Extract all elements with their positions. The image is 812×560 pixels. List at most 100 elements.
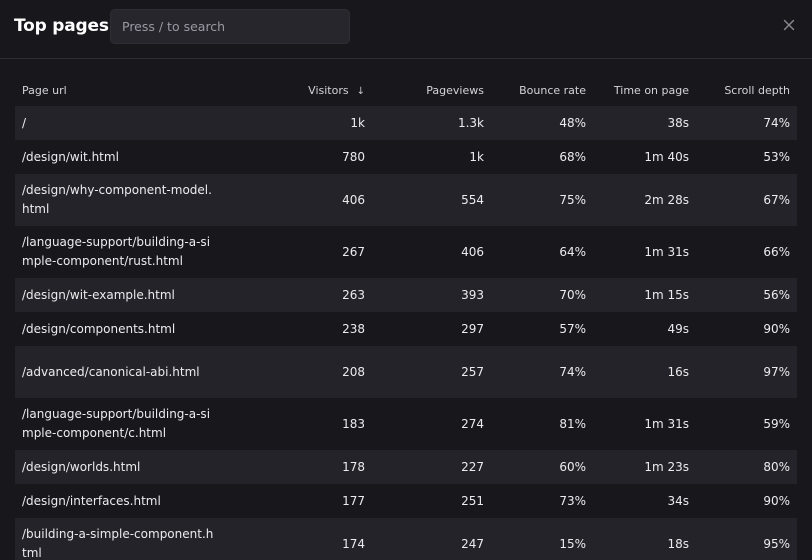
cell-time-on-page: 49s bbox=[593, 312, 696, 346]
page-url-link[interactable]: /design/wit-example.html bbox=[22, 287, 175, 302]
table-row[interactable]: /language-support/building-a-simple-comp… bbox=[15, 398, 797, 450]
column-header-visitors[interactable]: Visitors ↓ bbox=[308, 83, 365, 97]
cell-time-on-page: 1m 15s bbox=[593, 278, 696, 312]
cell-page-url[interactable]: /design/wit.html bbox=[15, 140, 250, 174]
cell-visitors: 406 bbox=[250, 174, 372, 226]
close-button[interactable] bbox=[782, 18, 796, 32]
cell-page-url[interactable]: /language-support/building-a-simple-comp… bbox=[15, 398, 250, 450]
cell-page-url[interactable]: /advanced/canonical-abi.html bbox=[15, 346, 250, 398]
cell-pageviews: 554 bbox=[372, 174, 491, 226]
cell-pageviews: 1.3k bbox=[372, 106, 491, 140]
cell-scroll-depth: 53% bbox=[696, 140, 797, 174]
cell-page-url[interactable]: /language-support/building-a-simple-comp… bbox=[15, 226, 250, 278]
page-url-link[interactable]: /building-a-simple-component.html bbox=[22, 527, 214, 560]
cell-scroll-depth: 66% bbox=[696, 226, 797, 278]
cell-page-url[interactable]: /design/components.html bbox=[15, 312, 250, 346]
cell-visitors: 267 bbox=[250, 226, 372, 278]
table-row[interactable]: / 1k 1.3k 48% 38s 74% bbox=[15, 106, 797, 140]
page-url-link[interactable]: /advanced/canonical-abi.html bbox=[22, 364, 200, 379]
cell-scroll-depth: 90% bbox=[696, 312, 797, 346]
page-url-link[interactable]: /language-support/building-a-simple-comp… bbox=[22, 407, 211, 440]
table-row[interactable]: /design/worlds.html 178 227 60% 1m 23s 80% bbox=[15, 450, 797, 484]
cell-visitors: 208 bbox=[250, 346, 372, 398]
cell-time-on-page: 1m 23s bbox=[593, 450, 696, 484]
cell-pageviews: 257 bbox=[372, 346, 491, 398]
cell-pageviews: 227 bbox=[372, 450, 491, 484]
page-url-link[interactable]: /design/interfaces.html bbox=[22, 493, 161, 508]
cell-bounce-rate: 75% bbox=[491, 174, 593, 226]
table-row[interactable]: /design/wit.html 780 1k 68% 1m 40s 53% bbox=[15, 140, 797, 174]
cell-time-on-page: 16s bbox=[593, 346, 696, 398]
cell-pageviews: 297 bbox=[372, 312, 491, 346]
column-header-pageviews[interactable]: Pageviews bbox=[426, 83, 484, 97]
cell-visitors: 183 bbox=[250, 398, 372, 450]
cell-visitors: 178 bbox=[250, 450, 372, 484]
cell-pageviews: 1k bbox=[372, 140, 491, 174]
column-header-bounce-rate[interactable]: Bounce rate bbox=[519, 83, 586, 97]
cell-time-on-page: 2m 28s bbox=[593, 174, 696, 226]
cell-pageviews: 406 bbox=[372, 226, 491, 278]
cell-bounce-rate: 81% bbox=[491, 398, 593, 450]
cell-time-on-page: 1m 31s bbox=[593, 226, 696, 278]
cell-scroll-depth: 97% bbox=[696, 346, 797, 398]
cell-bounce-rate: 48% bbox=[491, 106, 593, 140]
column-header-page-url[interactable]: Page url bbox=[22, 83, 67, 97]
page-url-link[interactable]: /design/components.html bbox=[22, 321, 176, 336]
page-url-link[interactable]: /design/wit.html bbox=[22, 149, 119, 164]
cell-visitors: 174 bbox=[250, 518, 372, 560]
sort-descending-icon: ↓ bbox=[356, 85, 365, 97]
page-title: Top pages bbox=[14, 16, 109, 36]
cell-time-on-page: 1m 40s bbox=[593, 140, 696, 174]
cell-scroll-depth: 74% bbox=[696, 106, 797, 140]
cell-scroll-depth: 56% bbox=[696, 278, 797, 312]
cell-pageviews: 251 bbox=[372, 484, 491, 518]
cell-bounce-rate: 64% bbox=[491, 226, 593, 278]
cell-visitors: 780 bbox=[250, 140, 372, 174]
page-url-link[interactable]: / bbox=[22, 115, 27, 130]
table-row[interactable]: /design/why-component-model.html 406 554 75… bbox=[15, 174, 797, 226]
page-url-link[interactable]: /language-support/building-a-simple-comp… bbox=[22, 235, 211, 268]
cell-page-url[interactable]: /design/interfaces.html bbox=[15, 484, 250, 518]
page-url-link[interactable]: /design/why-component-model.html bbox=[22, 183, 212, 216]
table-row[interactable]: /design/wit-example.html 263 393 70% 1m 15s 5… bbox=[15, 278, 797, 312]
close-icon bbox=[783, 19, 795, 31]
table-row[interactable]: /building-a-simple-component.html 174 247 1… bbox=[15, 518, 797, 560]
cell-time-on-page: 34s bbox=[593, 484, 696, 518]
cell-page-url[interactable]: / bbox=[15, 106, 250, 140]
cell-pageviews: 393 bbox=[372, 278, 491, 312]
table-row[interactable]: /design/components.html 238 297 57% 49s 90% bbox=[15, 312, 797, 346]
cell-bounce-rate: 68% bbox=[491, 140, 593, 174]
page-url-link[interactable]: /design/worlds.html bbox=[22, 459, 141, 474]
cell-page-url[interactable]: /design/why-component-model.html bbox=[15, 174, 250, 226]
cell-time-on-page: 1m 31s bbox=[593, 398, 696, 450]
cell-pageviews: 274 bbox=[372, 398, 491, 450]
table-row[interactable]: /advanced/canonical-abi.html 208 257 74% 16s… bbox=[15, 346, 797, 398]
cell-scroll-depth: 80% bbox=[696, 450, 797, 484]
modal-header: Top pages bbox=[0, 0, 812, 59]
cell-pageviews: 247 bbox=[372, 518, 491, 560]
cell-scroll-depth: 59% bbox=[696, 398, 797, 450]
search-input[interactable] bbox=[110, 9, 350, 44]
cell-bounce-rate: 15% bbox=[491, 518, 593, 560]
cell-visitors: 1k bbox=[250, 106, 372, 140]
cell-page-url[interactable]: /building-a-simple-component.html bbox=[15, 518, 250, 560]
cell-time-on-page: 18s bbox=[593, 518, 696, 560]
cell-page-url[interactable]: /design/wit-example.html bbox=[15, 278, 250, 312]
column-header-scroll-depth[interactable]: Scroll depth bbox=[724, 83, 790, 97]
table-row[interactable]: /design/interfaces.html 177 251 73% 34s 90% bbox=[15, 484, 797, 518]
cell-bounce-rate: 73% bbox=[491, 484, 593, 518]
table-row[interactable]: /language-support/building-a-simple-comp… bbox=[15, 226, 797, 278]
cell-bounce-rate: 60% bbox=[491, 450, 593, 484]
cell-scroll-depth: 95% bbox=[696, 518, 797, 560]
cell-visitors: 263 bbox=[250, 278, 372, 312]
table-header-row: Page url Visitors ↓ Pageviews Bounce rate… bbox=[15, 74, 797, 106]
cell-time-on-page: 38s bbox=[593, 106, 696, 140]
cell-bounce-rate: 57% bbox=[491, 312, 593, 346]
cell-scroll-depth: 67% bbox=[696, 174, 797, 226]
top-pages-table-container: Page url Visitors ↓ Pageviews Bounce rate… bbox=[15, 74, 797, 560]
cell-visitors: 177 bbox=[250, 484, 372, 518]
column-header-time-on-page[interactable]: Time on page bbox=[613, 83, 689, 97]
cell-bounce-rate: 70% bbox=[491, 278, 593, 312]
cell-page-url[interactable]: /design/worlds.html bbox=[15, 450, 250, 484]
